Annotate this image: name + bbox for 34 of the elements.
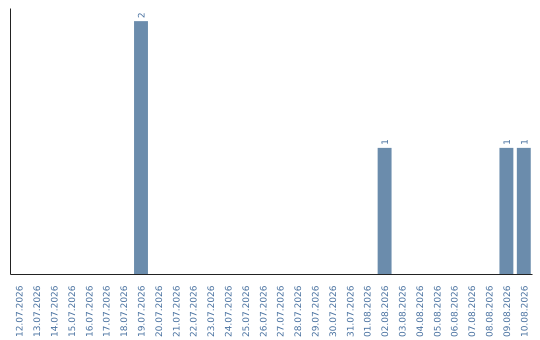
x-tick-label: 19.07.2026: [138, 285, 148, 338]
x-tick-label: 21.07.2026: [172, 285, 182, 338]
x-tick-label: 01.08.2026: [364, 285, 374, 338]
x-tick-label: 04.08.2026: [416, 285, 426, 338]
x-tick-label: 18.07.2026: [120, 285, 130, 338]
x-tick-label: 16.07.2026: [85, 285, 96, 338]
data-label: 1: [381, 139, 392, 145]
x-tick-label: 05.08.2026: [433, 285, 444, 338]
x-tick-label: 24.07.2026: [224, 285, 234, 338]
x-tick-label: 03.08.2026: [398, 285, 408, 338]
x-tick-label: 27.07.2026: [276, 285, 287, 338]
x-tick-label: 23.07.2026: [207, 285, 218, 338]
x-tick-label: 17.07.2026: [102, 285, 113, 338]
data-label: 1: [502, 139, 513, 145]
x-tick-label: 06.08.2026: [450, 285, 461, 338]
x-tick-label: 31.07.2026: [346, 285, 356, 338]
x-tick-label: 28.07.2026: [294, 285, 304, 338]
x-tick-label: 13.07.2026: [33, 285, 44, 338]
x-tick-label: 20.07.2026: [154, 285, 165, 338]
x-tick-label: 07.08.2026: [468, 285, 478, 338]
x-tick-label: 09.08.2026: [502, 285, 513, 338]
x-tick-label: 08.08.2026: [486, 285, 496, 338]
x-tick-label: 10.08.2026: [520, 285, 530, 338]
x-tick-label: 15.07.2026: [68, 285, 78, 338]
x-tick-label: 14.07.2026: [50, 285, 60, 338]
x-tick-label: 30.07.2026: [328, 285, 339, 338]
x-tick-label: 02.08.2026: [381, 285, 392, 338]
data-label: 1: [520, 139, 530, 145]
x-tick-label: 22.07.2026: [190, 285, 200, 338]
x-tick-label: 29.07.2026: [312, 285, 322, 338]
x-tick-label: 25.07.2026: [242, 285, 252, 338]
x-tick-label: 12.07.2026: [16, 285, 26, 338]
data-label: 2: [138, 12, 148, 18]
x-tick-label: 26.07.2026: [259, 285, 270, 338]
